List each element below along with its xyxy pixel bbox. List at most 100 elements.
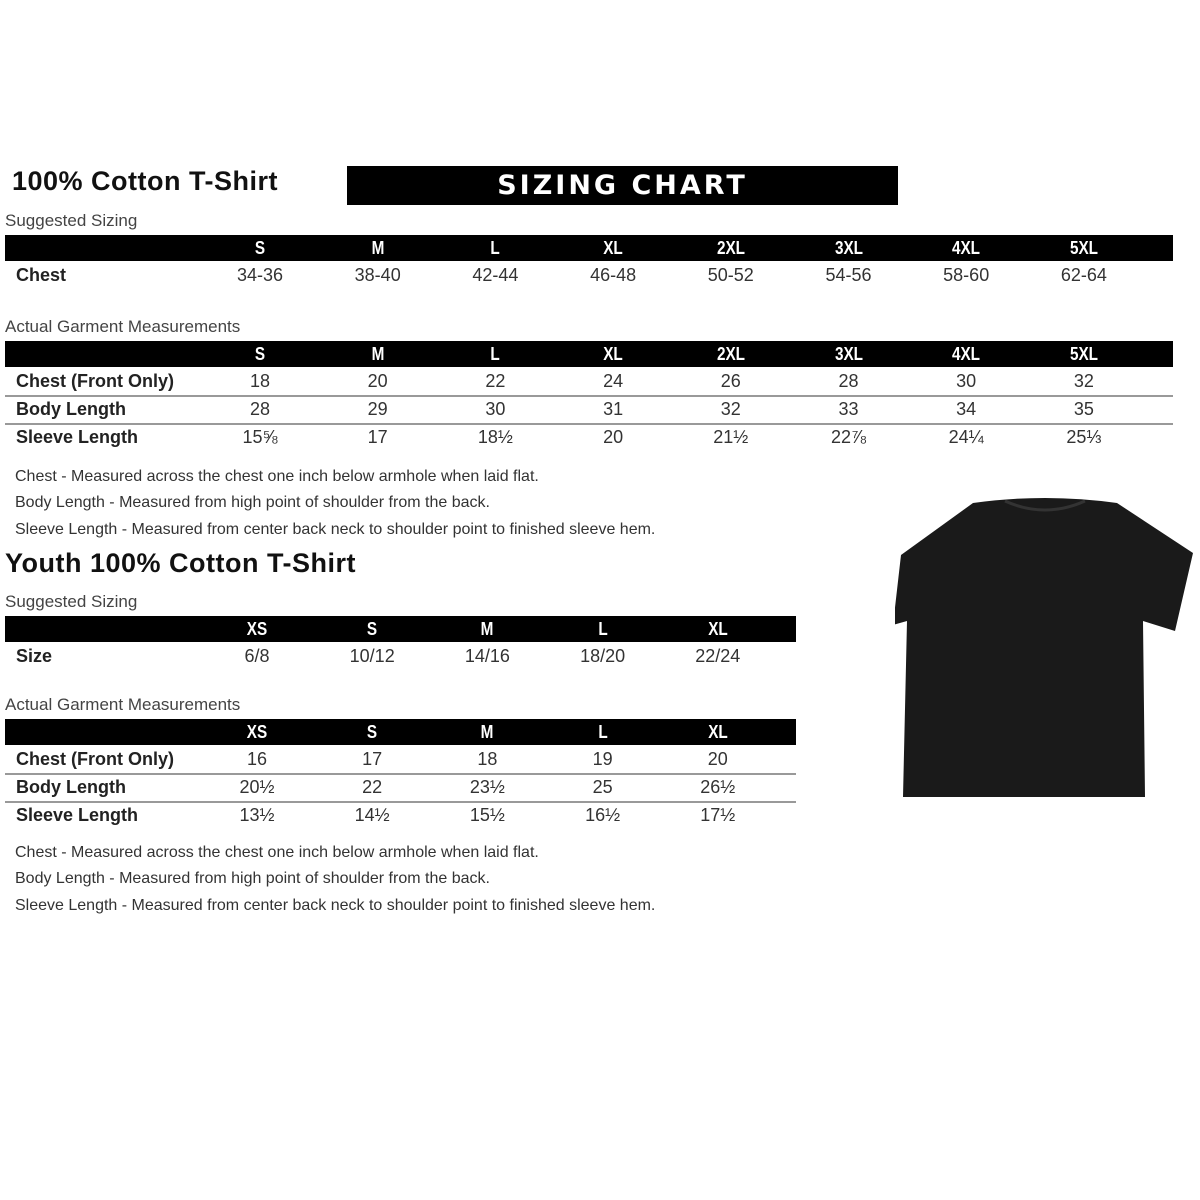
- cell-value: 17½: [700, 805, 736, 825]
- size-header: XL: [708, 722, 728, 742]
- cell-value: 15⅝: [242, 427, 278, 447]
- youth-suggested-table: XS S M L XL Size 6/8 10/12 14/16 18/20 22/24: [5, 616, 796, 666]
- cell-value: 14/16: [464, 646, 510, 666]
- table-row: Sleeve Length 15⅝ 17 18½ 20 21½ 22⅞ 24¼ 25⅓: [5, 423, 1173, 451]
- cell-value: 18: [249, 371, 271, 391]
- cell-value: 26: [720, 371, 741, 391]
- size-header: S: [254, 344, 266, 364]
- table-row: Chest (Front Only) 18 20 22 24 26 28 30 32: [5, 367, 1173, 397]
- cell-value: 25: [592, 777, 613, 797]
- row-label: Chest (Front Only): [16, 749, 174, 769]
- cell-value: 13½: [239, 805, 275, 825]
- cell-value: 30: [485, 399, 506, 419]
- size-header-row: S M L XL 2XL 3XL 4XL 5XL: [5, 235, 1173, 261]
- size-header: 3XL: [834, 344, 863, 364]
- cell-value: 20: [707, 749, 728, 769]
- cell-value: 20: [603, 427, 624, 447]
- table-row: Body Length 20½ 22 23½ 25 26½: [5, 773, 796, 803]
- cell-value: 28: [838, 371, 859, 391]
- cell-value: 58-60: [943, 265, 990, 285]
- row-label: Sleeve Length: [16, 427, 139, 447]
- youth-note-sleeve: Sleeve Length - Measured from center bac…: [15, 897, 656, 914]
- size-header: L: [597, 619, 608, 639]
- cell-value: 54-56: [825, 265, 872, 285]
- size-header: S: [254, 238, 266, 258]
- adult-note-body: Body Length - Measured from high point o…: [15, 494, 490, 511]
- size-header: L: [490, 344, 501, 364]
- youth-title: Youth 100% Cotton T-Shirt: [5, 548, 356, 578]
- cell-value: 31: [603, 399, 624, 419]
- adult-note-sleeve: Sleeve Length - Measured from center bac…: [15, 521, 656, 538]
- table-row: Body Length 28 29 30 31 32 33 34 35: [5, 395, 1173, 425]
- adult-suggested-table: S M L XL 2XL 3XL 4XL 5XL Chest 34-36 38-40 42-44 46-…: [5, 235, 1173, 285]
- cell-value: 32: [720, 399, 741, 419]
- cell-value: 34: [956, 399, 977, 419]
- cell-value: 22⅞: [830, 427, 867, 447]
- cell-value: 6/8: [244, 646, 270, 666]
- tshirt-icon: [895, 498, 1193, 797]
- size-header: 4XL: [952, 344, 981, 364]
- size-header: L: [597, 722, 608, 742]
- youth-note-body: Body Length - Measured from high point o…: [15, 870, 490, 887]
- cell-value: 42-44: [472, 265, 519, 285]
- size-header: XS: [246, 722, 268, 742]
- size-header: 5XL: [1069, 238, 1098, 258]
- cell-value: 25⅓: [1066, 427, 1102, 447]
- cell-value: 16½: [585, 805, 621, 825]
- youth-actual-label: Actual Garment Measurements: [5, 695, 241, 714]
- cell-value: 17: [367, 427, 388, 447]
- table-row: Chest (Front Only) 16 17 18 19 20: [5, 745, 796, 775]
- size-header: XS: [246, 619, 268, 639]
- cell-value: 35: [1073, 399, 1094, 419]
- size-header: 2XL: [716, 238, 745, 258]
- size-header: M: [371, 238, 385, 258]
- row-label: Sleeve Length: [16, 805, 139, 825]
- cell-value: 34-36: [236, 265, 284, 285]
- cell-value: 14½: [354, 805, 390, 825]
- cell-value: 30: [956, 371, 977, 391]
- cell-value: 28: [249, 399, 271, 419]
- cell-value: 19: [592, 749, 613, 769]
- cell-value: 24¼: [948, 427, 984, 447]
- row-label: Size: [16, 646, 53, 666]
- cell-value: 26½: [700, 777, 736, 797]
- size-header: XL: [603, 238, 623, 258]
- size-header: XL: [603, 344, 623, 364]
- size-header: XL: [708, 619, 728, 639]
- cell-value: 38-40: [354, 265, 401, 285]
- size-header: M: [371, 344, 385, 364]
- cell-value: 50-52: [707, 265, 754, 285]
- size-header: 5XL: [1069, 344, 1098, 364]
- youth-actual-table: XS S M L XL Chest (Front Only) 16 17 18 19 20 Body …: [5, 719, 796, 825]
- size-header: L: [490, 238, 501, 258]
- cell-value: 23½: [469, 777, 505, 797]
- cell-value: 32: [1073, 371, 1094, 391]
- table-row: Sleeve Length 13½ 14½ 15½ 16½ 17½: [5, 801, 796, 829]
- table-row: Chest 34-36 38-40 42-44 46-48 50-52 54-56 58-60…: [5, 261, 1173, 289]
- cell-value: 22/24: [695, 646, 741, 666]
- adult-actual-table: S M L XL 2XL 3XL 4XL 5XL Chest (Front Only) 18 20 2…: [5, 341, 1173, 447]
- youth-note-chest: Chest - Measured across the chest one in…: [15, 844, 539, 861]
- size-header: 2XL: [716, 344, 745, 364]
- size-header: 4XL: [952, 238, 981, 258]
- adult-title: 100% Cotton T-Shirt: [12, 166, 279, 196]
- cell-value: 22: [362, 777, 383, 797]
- cell-value: 17: [362, 749, 383, 769]
- cell-value: 62-64: [1060, 265, 1107, 285]
- youth-suggested-label: Suggested Sizing: [5, 592, 138, 611]
- row-label: Body Length: [16, 399, 126, 419]
- cell-value: 18: [477, 749, 498, 769]
- adult-actual-label: Actual Garment Measurements: [5, 317, 241, 336]
- size-header-row: S M L XL 2XL 3XL 4XL 5XL: [5, 341, 1173, 367]
- cell-value: 24: [603, 371, 624, 391]
- cell-value: 18½: [477, 427, 513, 447]
- sizing-chart-banner: SIZING CHART: [347, 166, 898, 205]
- cell-value: 33: [838, 399, 859, 419]
- size-header: 3XL: [834, 238, 863, 258]
- adult-note-chest: Chest - Measured across the chest one in…: [15, 468, 539, 485]
- cell-value: 18/20: [580, 646, 626, 666]
- cell-value: 20½: [239, 777, 275, 797]
- size-header: S: [367, 722, 378, 742]
- cell-value: 46-48: [590, 265, 637, 285]
- cell-value: 16: [246, 749, 268, 769]
